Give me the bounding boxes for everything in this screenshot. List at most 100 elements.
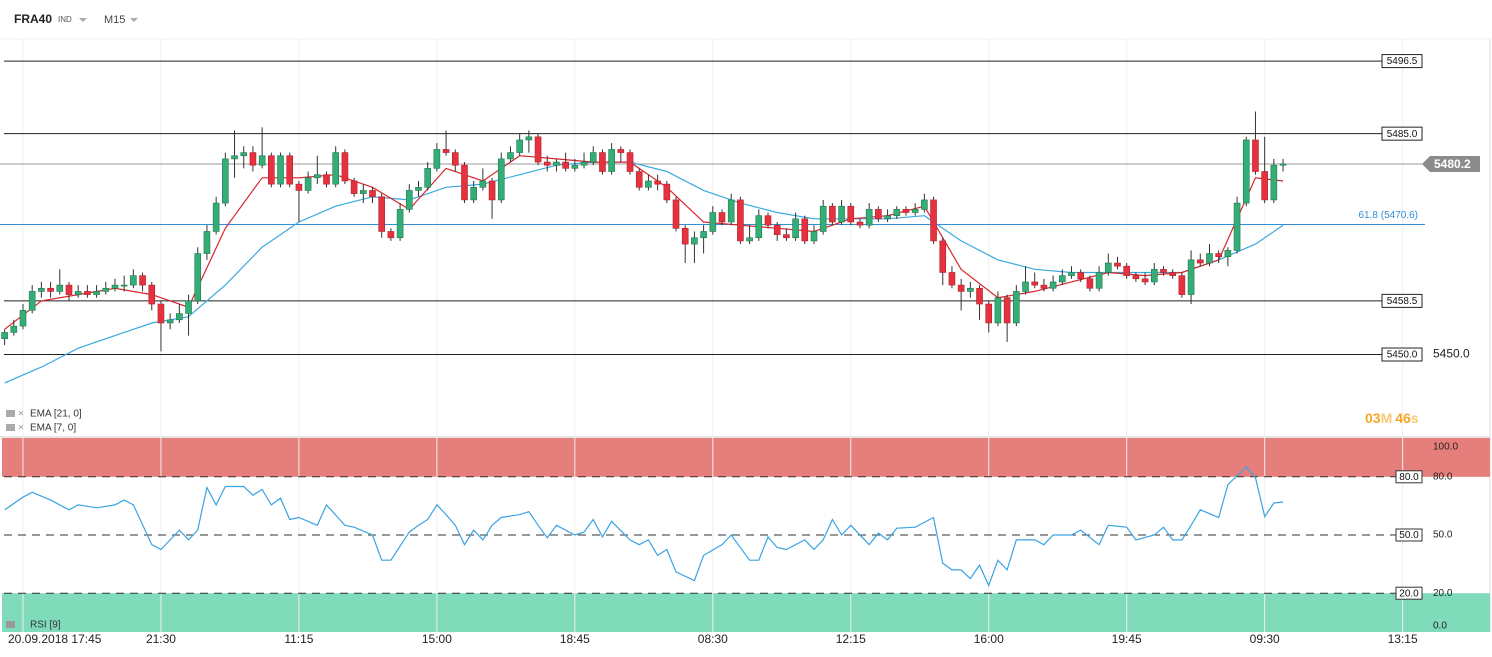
candle-body	[130, 275, 137, 286]
candle-body	[157, 303, 165, 324]
candle-body	[148, 284, 156, 305]
candle-body	[1022, 281, 1029, 292]
candle-body	[1031, 281, 1039, 286]
candle-body	[681, 228, 689, 245]
legend-label: EMA [21, 0]	[30, 409, 82, 420]
candle-body	[819, 205, 827, 232]
candle-body	[304, 177, 312, 191]
candle-body	[1003, 297, 1011, 324]
candle-body	[396, 209, 404, 239]
candle-body	[700, 231, 707, 239]
candle-body	[323, 174, 330, 185]
candle-body	[268, 155, 275, 185]
candle-body	[497, 158, 505, 201]
candle-body	[801, 218, 809, 242]
candle-body	[212, 202, 220, 232]
dropdown-caret[interactable]	[130, 18, 138, 22]
candle-body	[1059, 275, 1066, 283]
candle-body	[258, 155, 266, 166]
candle-body	[1270, 164, 1278, 201]
candle-body	[332, 152, 340, 185]
level-label-box	[1395, 586, 1423, 600]
candle-body	[185, 300, 192, 314]
candle-body	[166, 319, 174, 324]
candle-body	[1141, 278, 1149, 283]
candle-body	[654, 180, 661, 185]
candle-body	[902, 209, 910, 213]
level-label: 20.0	[1399, 588, 1419, 599]
candle-body	[1049, 281, 1057, 289]
header: FRA40 IND M15	[14, 12, 138, 26]
candle-body	[755, 215, 763, 239]
candle-body	[387, 231, 395, 239]
candle-body	[580, 161, 588, 166]
candle-body	[1187, 259, 1195, 295]
candle-body	[571, 164, 579, 169]
candle-body	[424, 168, 431, 188]
candle-body	[442, 149, 450, 153]
candle-body	[10, 325, 18, 333]
level-label: 5458.5	[1387, 296, 1418, 307]
candle-body	[810, 231, 818, 242]
candle-body	[433, 149, 441, 169]
candle-body	[1114, 262, 1121, 267]
candle-body	[461, 164, 468, 201]
candle-body	[38, 287, 45, 292]
candle-body	[488, 180, 496, 201]
level-label: 5496.5	[1387, 56, 1418, 67]
level-label-box	[1381, 54, 1423, 69]
candle-body	[691, 237, 698, 245]
timeframe[interactable]: M15	[104, 14, 125, 26]
candle-body	[139, 275, 146, 286]
candle-body	[1206, 253, 1213, 264]
x-tick-label: 13:15	[1388, 632, 1418, 646]
candle-body	[176, 313, 183, 321]
foreground-layer: 5496.5 5485.0 5458.5 5450.0 61.8 (5470.6) 548…	[0, 54, 1480, 646]
candle-body	[1252, 139, 1259, 172]
candle-body	[415, 186, 422, 191]
candle-body	[516, 139, 523, 153]
candle-body	[203, 231, 211, 254]
candle-body	[360, 190, 367, 194]
candle-body	[884, 215, 891, 220]
candle-body	[948, 272, 956, 286]
y-tick-label: 0.0	[1433, 621, 1447, 632]
candle-body	[562, 161, 569, 169]
candle-body	[1196, 259, 1204, 264]
candle-body	[1242, 139, 1250, 204]
candle-body	[1178, 275, 1186, 295]
dropdown-caret[interactable]	[79, 18, 87, 22]
candle-body	[1169, 272, 1176, 276]
zone	[2, 593, 1490, 632]
x-tick-label: 12:15	[836, 632, 866, 646]
candle-body	[773, 224, 781, 235]
candle-body	[240, 152, 248, 157]
x-tick-label: 20.09.2018 17:45	[8, 632, 102, 646]
candle-body	[847, 205, 855, 223]
candle-body	[56, 284, 64, 292]
candle-body	[792, 218, 799, 239]
candle-body	[277, 155, 284, 185]
level-label-box	[1381, 347, 1423, 362]
candle-body	[672, 199, 680, 229]
candle-body	[1086, 278, 1094, 289]
candle-body	[1123, 265, 1130, 276]
legend-close[interactable]: ×	[18, 409, 24, 420]
symbol[interactable]: FRA40	[14, 12, 52, 26]
x-tick-label: 15:00	[422, 632, 452, 646]
candle-body	[994, 297, 1002, 324]
legend-close[interactable]: ×	[18, 423, 24, 434]
candle-body	[120, 284, 128, 287]
candle-body	[1150, 269, 1158, 283]
candle-body	[369, 190, 376, 198]
candle-body	[746, 237, 753, 242]
candle-body	[957, 284, 965, 292]
candle-body	[1040, 284, 1048, 289]
candle-body	[856, 221, 864, 226]
candle-body	[74, 291, 82, 295]
candle-body	[829, 205, 836, 223]
candle-body	[608, 149, 615, 172]
